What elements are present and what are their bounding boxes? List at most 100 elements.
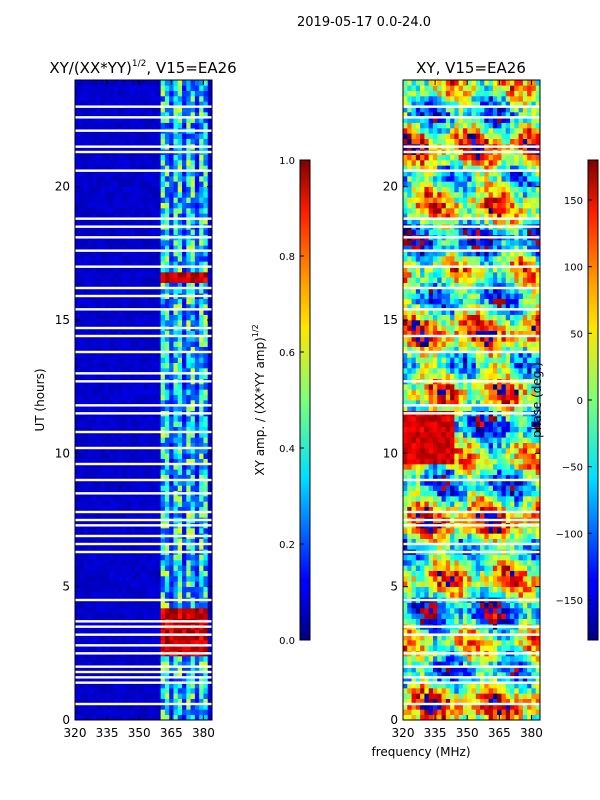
right-heatmap-cell [522, 565, 528, 571]
left-heatmap-cell [83, 181, 89, 187]
right-heatmap-cell [505, 688, 511, 694]
left-heatmap-cell [152, 560, 157, 566]
left-heatmap-cell [169, 437, 174, 443]
right-heatmap-cell [411, 714, 417, 721]
left-heatmap-cell [87, 213, 93, 219]
left-heatmap-cell [75, 677, 80, 683]
left-heatmap-cell [156, 330, 161, 337]
left-heatmap-cell [190, 565, 196, 571]
left-heatmap-cell [100, 576, 106, 582]
left-heatmap-cell [134, 90, 140, 97]
right-heatmap-cell [488, 677, 494, 683]
left-heatmap-cell [87, 458, 93, 465]
left-heatmap-cell [164, 272, 170, 278]
right-heatmap-cell [467, 570, 472, 577]
right-heatmap-cell [510, 560, 515, 566]
left-heatmap-cell [152, 165, 157, 171]
left-heatmap-cell [100, 560, 106, 566]
left-heatmap-cell [143, 197, 149, 203]
left-heatmap-cell [177, 202, 183, 209]
left-heatmap-cell [147, 608, 153, 614]
left-heatmap-cell [147, 469, 153, 475]
left-heatmap-cell [92, 682, 97, 689]
left-heatmap-cell [134, 496, 140, 502]
left-heatmap-cell [164, 437, 170, 443]
right-heatmap-cell [467, 581, 472, 587]
left-heatmap-cell [109, 165, 114, 171]
left-heatmap-cell [130, 576, 136, 582]
left-heatmap-cell [113, 208, 119, 214]
left-heatmap-cell [152, 122, 157, 129]
right-heatmap-cell [403, 677, 408, 683]
left-heatmap-cell [87, 698, 93, 705]
left-heatmap-cell [139, 373, 144, 379]
left-heatmap-cell [164, 682, 170, 689]
left-heatmap-cell [207, 170, 213, 177]
left-heatmap-cell [147, 464, 153, 470]
left-heatmap-cell [160, 368, 166, 374]
left-heatmap-cell [147, 192, 153, 198]
left-heatmap-cell [100, 218, 106, 225]
left-heatmap-cell [147, 698, 153, 705]
left-heatmap-cell [186, 181, 191, 187]
left-heatmap-cell [117, 117, 123, 123]
right-heatmap-cell [450, 544, 455, 550]
left-heatmap-cell [173, 304, 179, 310]
right-heatmap-cell [441, 634, 447, 641]
right-heatmap-cell [411, 709, 417, 715]
left-heatmap-cell [83, 570, 89, 577]
left-heatmap-cell [207, 176, 213, 182]
left-heatmap-cell [79, 197, 84, 203]
left-heatmap-cell [130, 485, 136, 491]
right-heatmap-cell [527, 714, 532, 721]
right-heatmap-cell [441, 618, 447, 625]
left-heatmap-cell [186, 480, 191, 486]
right-heatmap-cell [471, 677, 477, 683]
left-heatmap-cell [207, 106, 213, 113]
left-heatmap-cell [143, 645, 149, 651]
left-heatmap-cell [126, 469, 131, 475]
left-heatmap-cell [156, 469, 161, 475]
left-heatmap-cell [87, 357, 93, 363]
left-heatmap-cell [92, 192, 97, 198]
left-heatmap-cell [134, 320, 140, 326]
left-heatmap-cell [156, 602, 161, 609]
right-heatmap-cell [505, 682, 511, 689]
right-heatmap-cell [403, 576, 408, 582]
left-heatmap-cell [156, 581, 161, 587]
left-heatmap-cell [169, 560, 174, 566]
left-heatmap-cell [96, 160, 101, 166]
right-heatmap-cell [505, 629, 511, 635]
left-heatmap-cell [87, 245, 93, 251]
right-heatmap-cell [445, 682, 451, 689]
left-heatmap-cell [79, 629, 84, 635]
left-heatmap-cell [169, 165, 174, 171]
left-heatmap-cell [113, 101, 119, 107]
right-heatmap-cell [527, 613, 532, 619]
left-heatmap-cell [173, 480, 179, 486]
left-heatmap-cell [164, 282, 170, 289]
right-heatmap-cell [420, 565, 425, 571]
right-heatmap-cell [407, 608, 412, 614]
left-heatmap-cell [126, 389, 131, 395]
left-heatmap-cell [156, 656, 161, 662]
right-heatmap-cell [527, 565, 532, 571]
left-heatmap-cell [100, 453, 106, 459]
left-heatmap-cell [130, 480, 136, 486]
left-heatmap-cell [130, 261, 136, 267]
left-heatmap-cell [147, 682, 153, 689]
left-heatmap-cell [92, 602, 97, 609]
left-heatmap-cell [194, 432, 200, 438]
left-heatmap-cell [113, 272, 119, 278]
right-heatmap-cell [462, 682, 468, 689]
right-heatmap-cell [471, 661, 477, 667]
left-heatmap-cell [139, 362, 144, 369]
right-heatmap-cell [531, 629, 537, 635]
left-heatmap-cell [143, 309, 149, 315]
left-heatmap-cell [177, 688, 183, 694]
left-heatmap-cell [194, 186, 200, 193]
left-heatmap-cell [199, 592, 204, 598]
left-heatmap-cell [92, 576, 97, 582]
left-heatmap-cell [113, 501, 119, 507]
left-heatmap-cell [203, 197, 209, 203]
